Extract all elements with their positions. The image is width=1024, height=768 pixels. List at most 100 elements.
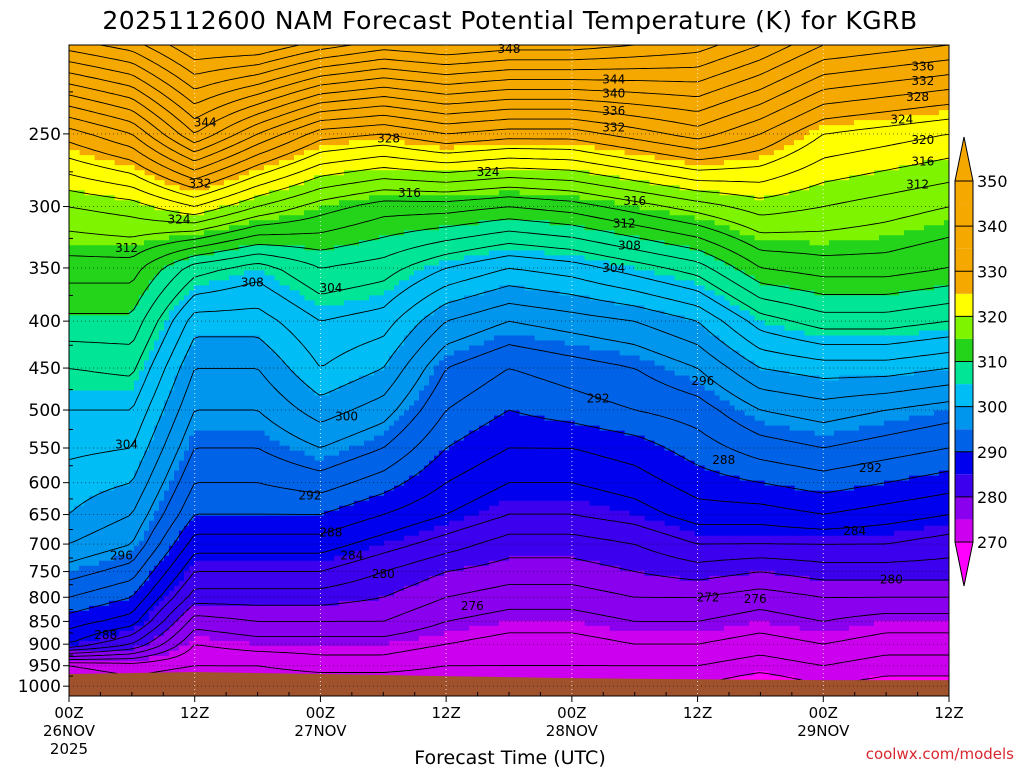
theta-fill-layer [69, 45, 949, 696]
x-tick-label: 12Z [683, 704, 712, 722]
y-tick-label: 800 [29, 588, 61, 608]
contour-label: 312 [115, 241, 138, 255]
colorbar-label: 340 [977, 217, 1008, 236]
contour-label: 308 [618, 239, 641, 253]
colorbar-min-triangle [954, 541, 974, 587]
y-tick-label: 900 [29, 635, 61, 655]
contour-322 [69, 133, 949, 207]
y-tick-label: 250 [29, 125, 61, 145]
x-tick-year: 2025 [50, 740, 88, 758]
contour-342 [69, 45, 719, 105]
contour-label: 344 [602, 72, 625, 86]
contour-label: 312 [906, 178, 929, 192]
y-tick-label: 1000 [18, 677, 61, 697]
colorbar: 270 280 290 300 310 320 330 340 350 [954, 136, 1008, 587]
grid-layer [69, 45, 949, 696]
theta-band-00e696 [69, 220, 949, 392]
colorbar-swatch [955, 271, 973, 294]
contour-274 [69, 632, 949, 664]
colorbar-swatch [955, 203, 973, 227]
terrain-layer [69, 672, 949, 696]
colorbar-swatch [955, 361, 973, 385]
contour-label: 276 [744, 592, 767, 606]
theta-band-0062e6 [69, 335, 949, 612]
contour-label: 308 [241, 275, 264, 289]
contour-280 [69, 557, 949, 654]
contour-label: 344 [194, 116, 217, 130]
theta-band-8a00ee [69, 555, 949, 662]
contour-286 [69, 482, 949, 643]
contour-336 [69, 45, 824, 144]
contour-label: 328 [377, 132, 400, 146]
contour-label: 272 [697, 590, 720, 604]
x-axis-label: Forecast Time (UTC) [414, 747, 605, 768]
colorbar-swatch [955, 519, 973, 542]
contour-304 [69, 255, 949, 411]
contour-310 [69, 218, 949, 314]
colorbar-label: 320 [977, 307, 1008, 326]
contour-label: 328 [906, 90, 929, 104]
x-tick-date: 27NOV [294, 722, 347, 740]
contour-label: 292 [587, 392, 610, 406]
contour-label: 336 [911, 59, 934, 73]
contour-324 [69, 118, 949, 198]
contour-label: 324 [890, 112, 913, 126]
contour-label: 340 [602, 87, 625, 101]
y-tick-label: 750 [29, 563, 61, 583]
contour-label: 304 [602, 261, 625, 275]
contour-348 [169, 45, 300, 60]
contour-label: 324 [168, 213, 191, 227]
colorbar-label: 280 [977, 488, 1008, 507]
contour-308 [69, 230, 949, 345]
colorbar-swatch [955, 406, 973, 430]
contour-label: 284 [340, 548, 363, 562]
y-axis: 250 300 350 400 450 500 550 600 650 700 750 800 850 9… [18, 91, 73, 697]
chart-title: 2025112600 NAM Forecast Potential Temper… [102, 6, 917, 35]
contour-330 [69, 74, 949, 171]
x-tick-date: 28NOV [546, 722, 599, 740]
contour-label: 320 [911, 133, 934, 147]
colorbar-label: 330 [977, 262, 1008, 281]
contour-340 [69, 45, 761, 119]
colorbar-swatch [955, 496, 973, 520]
contour-294 [69, 344, 949, 581]
y-tick-label: 300 [29, 198, 61, 218]
colorbar-label: 290 [977, 443, 1008, 462]
colorbar-swatch [955, 316, 973, 339]
x-tick-label: 00Z [809, 704, 838, 722]
credit-text: coolwx.com/models [866, 745, 1014, 763]
contour-label: 316 [398, 186, 421, 200]
contour-label: 288 [94, 628, 117, 642]
contour-282 [69, 533, 949, 651]
theta-band-f5a800 [69, 45, 949, 191]
x-tick-label: 12Z [431, 704, 460, 722]
y-tick-label: 550 [29, 439, 61, 459]
theta-band-3c00ee [69, 500, 949, 652]
colorbar-label: 310 [977, 353, 1008, 372]
x-tick-label: 12Z [934, 704, 963, 722]
contour-label: 292 [859, 461, 882, 475]
contour-288 [69, 447, 949, 630]
contour-306 [69, 242, 949, 377]
y-tick-label: 850 [29, 612, 61, 632]
y-tick-label: 700 [29, 535, 61, 555]
contour-label: 316 [623, 194, 646, 208]
contour-292 [69, 368, 949, 598]
contour-332 [69, 59, 949, 162]
contour-label: 276 [461, 599, 484, 613]
x-tick-label: 00Z [54, 704, 83, 722]
colorbar-max-triangle [954, 136, 974, 182]
contour-label-layer: 3483443443403363323363323283243203163123… [94, 42, 934, 642]
colorbar-swatch [955, 226, 973, 249]
x-tick-date: 26NOV [43, 722, 96, 740]
x-tick-date: 29NOV [797, 722, 850, 740]
contour-label: 316 [911, 155, 934, 169]
theta-band-0096ee [69, 285, 949, 572]
contour-label: 336 [602, 104, 625, 118]
contour-318 [69, 177, 949, 224]
theta-band-00bef5 [69, 250, 949, 512]
contour-label: 296 [691, 374, 714, 388]
contour-346 [144, 45, 352, 75]
